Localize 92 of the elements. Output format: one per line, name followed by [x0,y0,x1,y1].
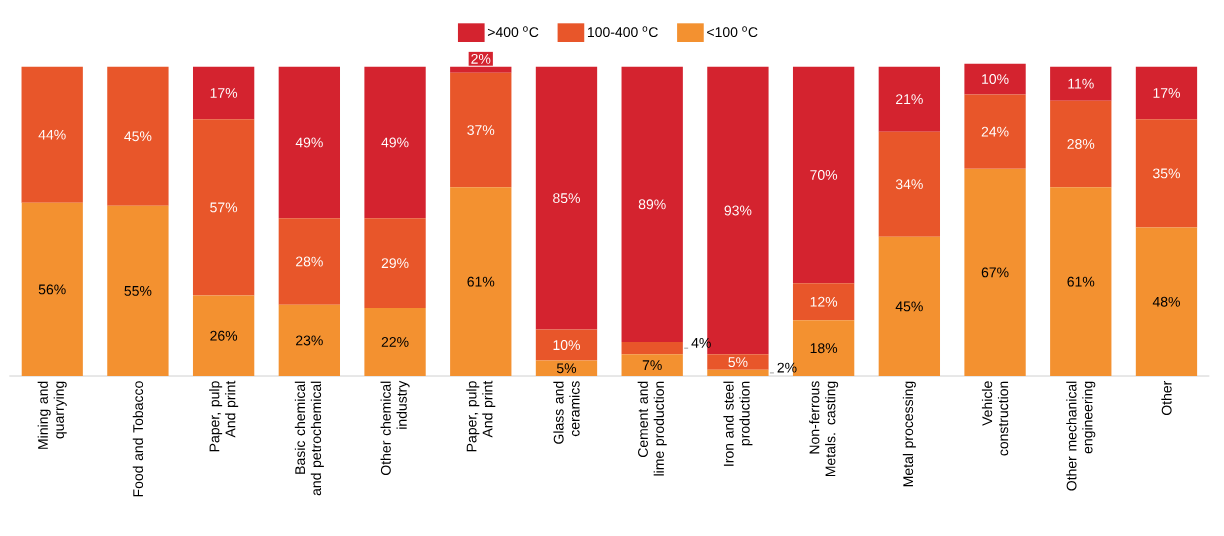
data-label: 61% [467,276,495,287]
bar [278,304,341,376]
data-label: 5% [728,357,748,368]
data-label: 28% [1067,139,1095,149]
bar [621,66,683,342]
data-label: 29% [381,258,409,269]
bar [192,66,255,120]
data-label: 21% [896,94,923,105]
legend-label: 100-400 $^{o}$C [587,26,658,38]
x-tick-label: Non-ferrous Metals. casting [809,381,839,477]
bar [21,202,83,376]
data-label: 45% [124,131,152,142]
data-label: 22% [381,337,409,347]
data-label: 11% [1068,78,1094,89]
bar [364,218,426,308]
legend-label: >400 $^{o}$C [487,26,539,38]
bar [1050,66,1112,101]
data-label: 57% [210,202,238,213]
legend-label: <100 $^{o}$C [707,26,758,38]
bar [535,66,598,330]
data-label: 2% [471,53,491,64]
data-label: 34% [895,179,923,190]
bar [1135,227,1198,376]
bar [878,131,941,237]
data-label: 5% [556,363,577,374]
bar [21,66,83,203]
bar [535,360,598,376]
data-label: 18% [810,343,838,354]
data-label: 56% [38,284,66,295]
data-label: 17% [1153,88,1180,98]
data-label: 49% [381,137,409,148]
x-tick-label: Metal processing [902,381,916,487]
bar [964,63,1026,95]
data-label: 93% [724,205,752,216]
x-tick-label: Vehicle construction [981,381,1009,456]
x-tick-label: Paper, pulp And print [209,380,239,452]
x-tick-label: Other chemical industry [380,380,410,475]
bar [107,205,169,376]
bar [878,236,941,376]
data-label: 89% [638,199,666,210]
data-label: 45% [895,301,923,312]
data-label: 10% [553,340,580,351]
bar [1050,187,1112,376]
bar [621,341,683,355]
bar [878,66,941,132]
bar [364,66,426,219]
data-label: 37% [467,125,495,136]
bar [278,66,341,219]
x-tick-label: Other mechanical engineering [1066,381,1096,491]
bar [707,354,769,370]
bar [792,66,855,284]
bar [450,187,512,376]
bar [192,119,255,296]
bar [364,307,426,376]
data-label: 55% [124,286,152,296]
data-label: 24% [981,126,1009,137]
bar [964,168,1026,376]
bar [192,295,255,376]
bar [707,369,769,376]
x-tick-label: Other [1161,380,1172,416]
data-label: 70% [810,169,838,180]
bar [1050,100,1112,188]
x-tick-label: Basic chemical and petrochemical [294,381,324,496]
bar [278,218,341,305]
bar [1135,66,1198,120]
bar [450,72,512,188]
bar [964,94,1026,169]
data-label: 48% [1152,296,1180,307]
data-label: 7% [642,360,662,371]
bar [107,66,169,206]
x-tick-label: Iron and steel production [723,381,753,466]
x-tick-label: Mining and quarrying [37,381,67,449]
data-label: 23% [296,335,323,346]
data-label: 35% [1153,168,1180,179]
data-label: 12% [810,296,838,307]
bar [621,354,683,376]
data-label: 28% [296,256,323,267]
data-label: 61% [1067,276,1095,287]
x-tick-label: Cement and lime production [637,381,667,476]
bar [535,329,598,361]
bar [792,283,855,321]
data-label: 26% [210,330,238,341]
data-label: 67% [981,267,1009,278]
data-label: 17% [210,88,238,98]
data-label: 85% [553,193,580,204]
data-label: 44% [38,129,66,140]
data-label: 10% [982,74,1009,84]
data-label: 49% [295,137,323,148]
bar [1135,119,1198,228]
x-tick-label: Glass and ceramics [553,381,580,444]
x-tick-label: Food and Tobacco [132,381,144,497]
x-tick-label: Paper, pulp And print [466,380,496,452]
